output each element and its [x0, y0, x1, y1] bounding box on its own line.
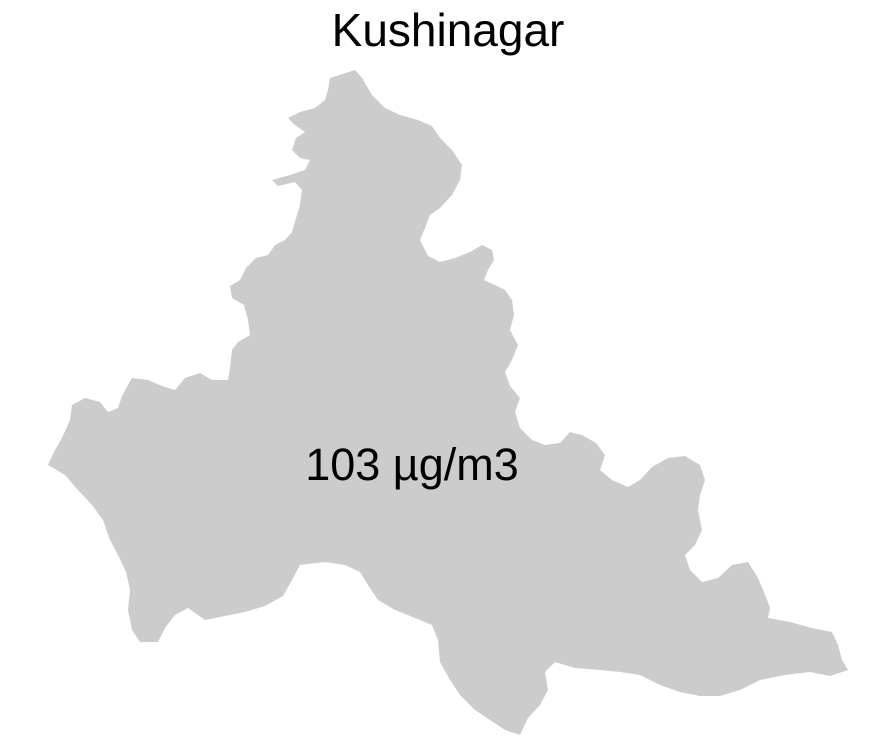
- map-title: Kushinagar: [331, 4, 565, 56]
- district-boundary-kushinagar: [48, 70, 848, 735]
- aqi-value-label: 103 µg/m3: [305, 439, 519, 490]
